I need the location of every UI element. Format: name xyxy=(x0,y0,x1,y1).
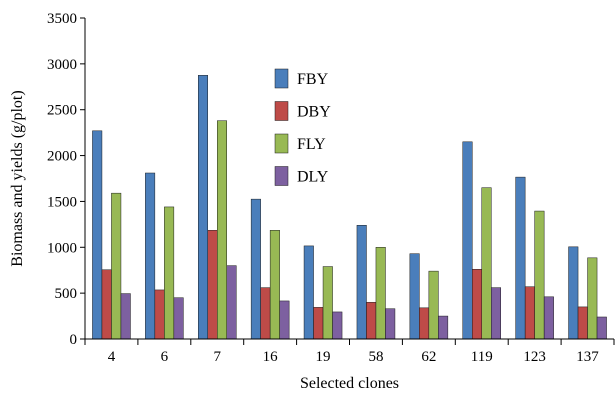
bar-fly-19 xyxy=(322,266,333,340)
bar-dby-16 xyxy=(260,287,271,340)
x-tick-label: 4 xyxy=(108,349,116,365)
y-tick-label: 2500 xyxy=(47,103,77,119)
bars-layer xyxy=(92,75,607,340)
bar-dby-137 xyxy=(577,306,588,340)
axes-layer: 0 500 1000 1500 2000 2500 3000 3500 4 6 7 16 19 58 62 1… xyxy=(47,11,615,365)
bar-dly-19 xyxy=(332,311,343,340)
x-tick-label: 137 xyxy=(576,349,599,365)
bar-dby-119 xyxy=(472,269,482,340)
x-tick-label: 62 xyxy=(421,349,436,365)
bar-fly-16 xyxy=(269,230,280,340)
y-tick-label: 3000 xyxy=(47,57,77,73)
legend: FBY DBY FLY DLY xyxy=(274,68,331,186)
bar-fly-58 xyxy=(375,247,386,340)
bar-dly-6 xyxy=(173,297,184,340)
x-tick-label: 6 xyxy=(161,349,169,365)
legend-swatch-dly xyxy=(274,166,289,186)
bar-fly-7 xyxy=(217,120,227,340)
bar-fby-7 xyxy=(198,75,208,340)
bar-dby-62 xyxy=(419,307,430,340)
bar-dly-58 xyxy=(385,308,396,340)
bar-dly-119 xyxy=(491,287,501,340)
y-tick-label: 3500 xyxy=(47,11,77,27)
legend-swatch-fly xyxy=(274,133,289,154)
x-tick-label: 119 xyxy=(471,349,493,365)
bar-fby-16 xyxy=(250,198,261,340)
bar-dly-4 xyxy=(120,293,131,340)
y-tick-label: 500 xyxy=(55,286,78,302)
bar-dby-58 xyxy=(366,302,377,340)
bar-fby-119 xyxy=(462,141,473,340)
bar-fby-4 xyxy=(92,130,103,340)
y-tick-label: 1000 xyxy=(47,240,77,256)
y-tick-label: 1500 xyxy=(47,194,77,210)
x-tick-label: 16 xyxy=(263,349,279,365)
bar-dly-137 xyxy=(596,316,607,340)
y-tick-label: 2000 xyxy=(47,149,77,165)
bar-dly-7 xyxy=(226,265,237,340)
bar-fby-62 xyxy=(409,253,420,340)
x-axis-title: Selected clones xyxy=(300,375,399,392)
x-tick-label: 7 xyxy=(214,349,222,365)
bar-dly-123 xyxy=(543,296,554,340)
bar-fly-4 xyxy=(111,192,122,340)
x-tick-label: 123 xyxy=(523,349,546,365)
bar-fly-62 xyxy=(428,270,439,340)
bar-fby-6 xyxy=(145,172,156,340)
bar-fly-137 xyxy=(587,257,598,340)
legend-label-dly: DLY xyxy=(297,169,329,186)
bar-dby-6 xyxy=(154,289,165,340)
bar-dly-16 xyxy=(279,300,290,340)
bar-fby-137 xyxy=(568,246,579,340)
x-tick-label: 19 xyxy=(316,349,331,365)
x-tick-label: 58 xyxy=(368,349,383,365)
legend-label-fly: FLY xyxy=(297,136,326,153)
bar-fby-19 xyxy=(303,245,314,340)
bar-dby-19 xyxy=(313,307,324,340)
legend-label-fby: FBY xyxy=(297,71,329,88)
bar-fby-123 xyxy=(515,176,526,340)
bar-dby-7 xyxy=(207,230,218,340)
legend-swatch-dby xyxy=(274,101,289,121)
bar-fly-123 xyxy=(534,210,545,340)
legend-swatch-fby xyxy=(274,68,289,89)
y-tick-label: 0 xyxy=(70,332,78,348)
legend-label-dby: DBY xyxy=(297,104,331,121)
bar-dby-123 xyxy=(524,286,535,340)
bar-dby-4 xyxy=(101,269,112,340)
y-axis-title: Biomass and yields (g/plot) xyxy=(9,90,26,266)
bar-fby-58 xyxy=(356,225,367,340)
bar-fly-6 xyxy=(164,206,175,340)
bar-dly-62 xyxy=(438,315,449,340)
bar-fly-119 xyxy=(481,187,492,340)
